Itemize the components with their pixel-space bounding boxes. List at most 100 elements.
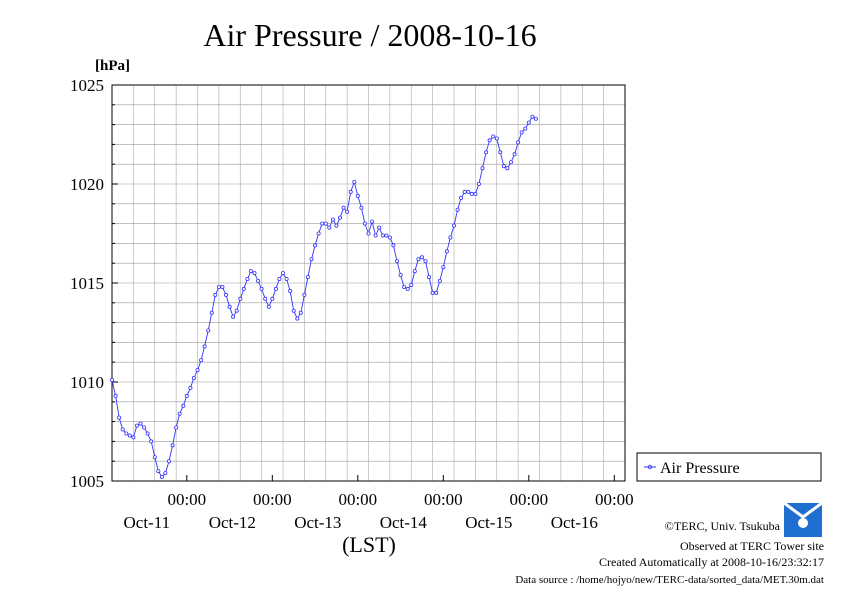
y-tick-label: 1015 [70,274,104,293]
x-tick-time: 00:00 [424,490,463,509]
data-point [145,431,150,436]
data-point [501,164,506,169]
data-point [416,257,421,262]
data-point [288,288,293,293]
data-point [533,116,538,121]
data-point [469,191,474,196]
data-point [166,459,171,464]
x-tick-time: 00:00 [509,490,548,509]
x-axis: 00:00Oct-1100:00Oct-1200:00Oct-1300:00Oc… [124,475,634,532]
data-point [423,259,428,264]
data-point [127,433,132,438]
data-point [191,375,196,380]
data-point [313,243,318,248]
data-point [256,278,261,283]
data-point [134,423,139,428]
legend-label: Air Pressure [660,460,740,477]
data-point [473,191,478,196]
data-source: Data source : /home/hojyo/new/TERC-data/… [515,574,824,586]
data-point [519,130,524,135]
data-point [516,140,521,145]
data-point [284,276,289,281]
data-point [316,231,321,236]
data-point [298,310,303,315]
data-point [323,221,328,226]
x-axis-label: (LST) [342,532,396,557]
data-point [462,189,467,194]
legend: Air Pressure [636,452,822,482]
data-point [508,160,513,165]
data-point [480,166,485,171]
data-point [213,292,218,297]
series-air-pressure [110,114,538,479]
data-point [159,474,164,479]
data-point [302,292,307,297]
data-point [380,233,385,238]
data-point [223,292,228,297]
data-point [402,284,407,289]
data-point [441,265,446,270]
x-tick-time: 00:00 [167,490,206,509]
y-tick-label: 1020 [70,175,104,194]
data-point [523,126,528,131]
logo-drop-icon [798,518,808,528]
data-point [277,276,282,281]
data-point [238,296,243,301]
data-point [484,150,489,155]
data-point [227,304,232,309]
data-point [437,278,442,283]
data-point [291,308,296,313]
data-point [430,290,435,295]
data-point [181,403,186,408]
data-point [387,235,392,240]
data-point [394,259,399,264]
x-tick-date: Oct-12 [209,513,256,532]
data-point [113,393,118,398]
data-point [259,286,264,291]
data-point [320,221,325,226]
data-point [444,249,449,254]
data-point [466,189,471,194]
data-point [206,328,211,333]
data-point [142,425,147,430]
data-point [174,425,179,430]
data-point [266,304,271,309]
data-point [427,275,432,280]
y-tick-label: 1025 [70,76,104,95]
observed-site: Observed at TERC Tower site [680,539,824,553]
data-point [370,219,375,224]
chart-title: Air Pressure / 2008-10-16 [203,17,536,53]
data-point [152,455,157,460]
y-axis-unit: [hPa] [95,58,130,74]
data-point [120,427,125,432]
data-point [512,152,517,157]
data-point [345,209,350,214]
data-point [419,255,424,260]
data-point [209,310,214,315]
data-point [309,257,314,262]
data-point [252,271,257,276]
terc-logo [783,501,823,537]
data-point [373,233,378,238]
data-point [398,273,403,278]
grid [112,85,625,481]
data-point [241,286,246,291]
data-point [245,276,250,281]
data-point [494,136,499,141]
data-point [362,221,367,226]
data-point [270,296,275,301]
data-point [337,215,342,220]
data-point [170,443,175,448]
data-point [366,231,371,236]
data-point [334,223,339,228]
data-point [231,314,236,319]
data-point [199,358,204,363]
data-point [295,316,300,321]
data-point [377,225,382,230]
x-tick-date: Oct-15 [465,513,512,532]
data-point [412,269,417,274]
data-point [476,181,481,186]
data-point [405,286,410,291]
data-point [124,431,129,436]
legend-marker [647,464,653,470]
